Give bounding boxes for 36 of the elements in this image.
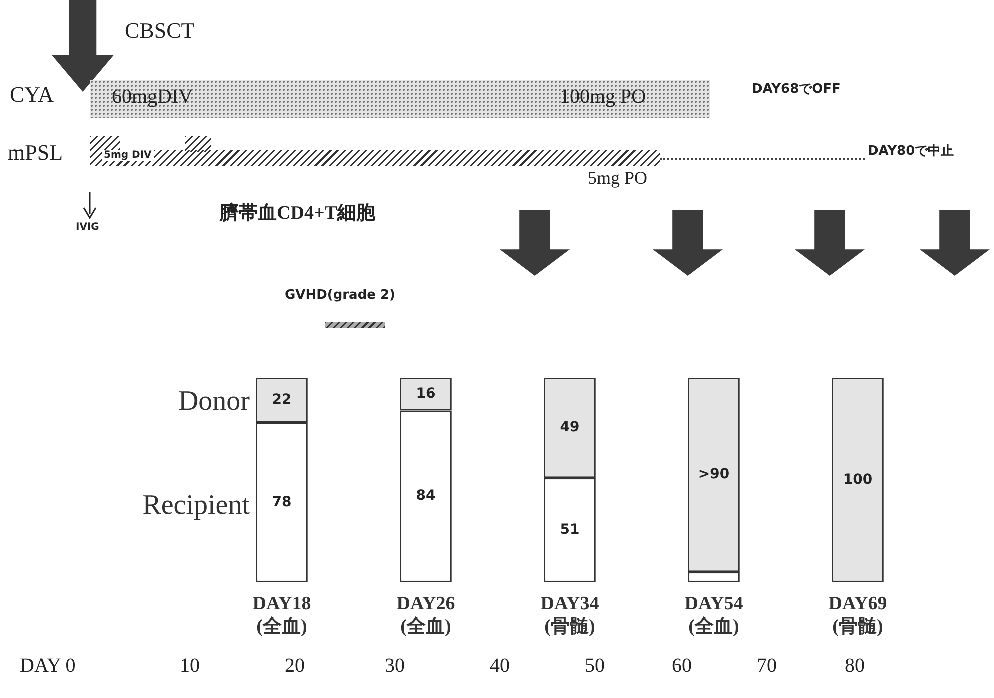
text: 60mgDIV xyxy=(112,86,194,109)
text: DAY 0 xyxy=(20,655,76,678)
text: 80 xyxy=(845,655,865,678)
series-label: Recipient xyxy=(142,490,250,522)
x-tick-label: DAY69 (骨髄) xyxy=(828,594,888,638)
series-label: Donor xyxy=(178,386,250,418)
text: DAY68でOFF xyxy=(752,81,841,98)
text: 5mg PO xyxy=(588,168,648,189)
x-tick-label: DAY18 (全血) xyxy=(252,594,312,638)
data-label: 100 xyxy=(843,472,873,488)
data-label: 16 xyxy=(416,386,436,402)
x-tick-label: DAY34 (骨髄) xyxy=(540,594,600,638)
text: 30 xyxy=(385,655,405,678)
data-label: 49 xyxy=(560,420,580,436)
data-label: >90 xyxy=(698,466,730,483)
data-label: 84 xyxy=(416,488,436,504)
text: 50 xyxy=(585,655,605,678)
text: DAY80で中止 xyxy=(868,143,954,160)
text: 10 xyxy=(180,655,200,678)
text: 臍帯血CD4+T細胞 xyxy=(220,202,376,226)
text: IVIG xyxy=(76,222,100,233)
text: 20 xyxy=(285,655,305,678)
data-label: 78 xyxy=(272,494,292,510)
data-label: 51 xyxy=(560,522,580,538)
text: 70 xyxy=(757,655,777,678)
text: CBSCT xyxy=(125,18,195,44)
text: 100mg PO xyxy=(560,86,646,109)
data-label: 22 xyxy=(272,392,292,408)
text: 60 xyxy=(672,655,692,678)
x-tick-label: DAY26 (全血) xyxy=(396,594,456,638)
x-tick-label: DAY54 (全血) xyxy=(684,594,744,638)
text: mPSL xyxy=(8,140,64,166)
text: 5mg DIV xyxy=(102,150,154,161)
text: CYA xyxy=(10,82,54,108)
text: 40 xyxy=(490,655,510,678)
text: GVHD(grade 2) xyxy=(285,288,396,303)
